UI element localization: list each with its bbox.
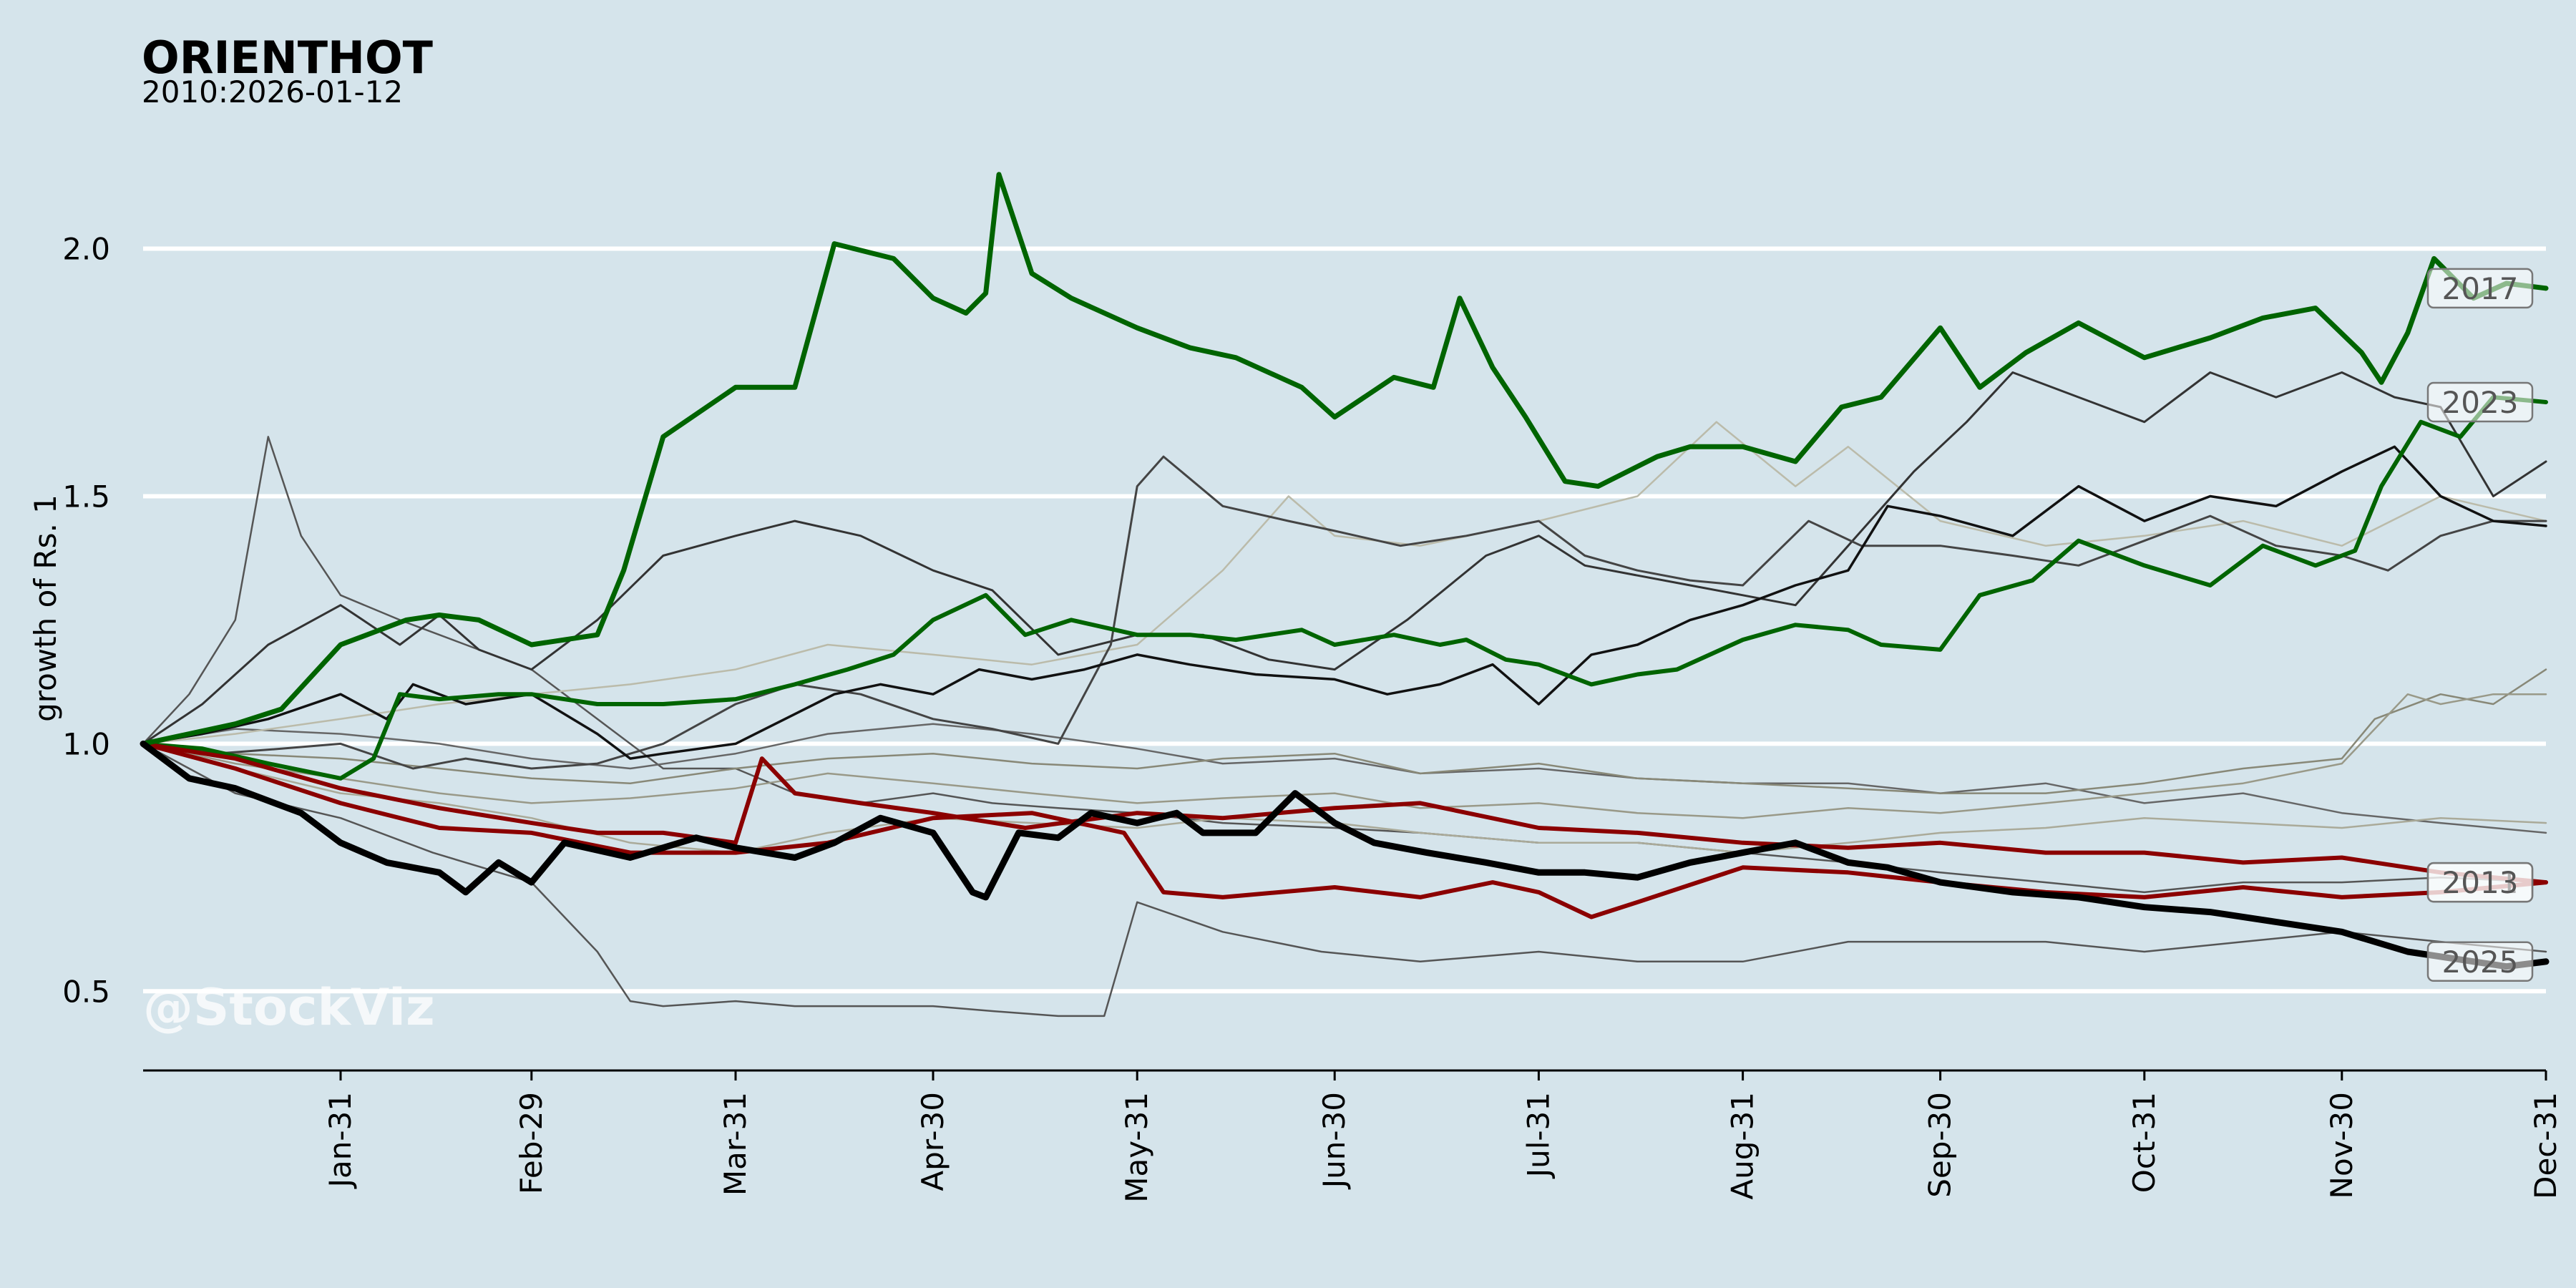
series-label: 2023	[2442, 385, 2519, 420]
y-tick-label: 1.5	[62, 479, 110, 514]
series-line	[141, 395, 2548, 781]
series-label-box	[2426, 941, 2534, 982]
series-label-box	[2426, 381, 2534, 423]
x-tick-label: Oct-31	[2127, 1092, 2162, 1193]
x-tick-label: Dec-31	[2528, 1092, 2563, 1199]
watermark: @StockViz	[143, 978, 435, 1037]
x-tick-label: Jul-31	[1521, 1092, 1556, 1179]
x-axis: Jan-31 Feb-29 Mar-31 Apr-30 May-31 Jun-30 Jul-…	[143, 1069, 2563, 1203]
x-tick-label: Feb-29	[514, 1092, 549, 1194]
x-tick-label: Nov-30	[2324, 1092, 2359, 1199]
series-label: 2013	[2442, 865, 2519, 900]
series-lines	[140, 172, 2550, 1018]
series-line	[142, 668, 2547, 794]
series-line	[142, 421, 2547, 745]
y-axis-label: growth of Rs. 1	[28, 494, 63, 722]
x-tick-label: Jan-31	[323, 1092, 358, 1189]
series-label-box	[2426, 268, 2534, 309]
series-line	[142, 723, 2547, 834]
grid-lines	[143, 246, 2546, 994]
x-tick-label: Sep-30	[1923, 1092, 1958, 1198]
series-label: 2017	[2442, 271, 2519, 306]
y-tick-label: 1.0	[62, 726, 110, 761]
series-label: 2025	[2442, 945, 2519, 980]
series-line	[142, 455, 2547, 770]
series-line	[142, 693, 2547, 819]
series-line	[142, 371, 2547, 745]
x-tick-label: Jun-30	[1317, 1092, 1352, 1190]
series-labels: 20172023201120132025	[2426, 268, 2534, 982]
x-tick-label: May-31	[1119, 1092, 1154, 1203]
series-line	[140, 172, 2549, 746]
series-line	[142, 436, 2547, 894]
series-line	[142, 445, 2547, 760]
chart-title: ORIENTHOT	[142, 31, 433, 84]
y-axis: 0.5 1.0 1.5 2.0	[62, 232, 110, 1010]
x-tick-label: Apr-30	[915, 1092, 950, 1191]
series-line	[140, 740, 2550, 970]
series-line	[142, 743, 2547, 1018]
series-line	[141, 741, 2548, 919]
series-label-box	[2426, 862, 2534, 903]
y-tick-label: 2.0	[62, 232, 110, 267]
x-tick-label: Mar-31	[718, 1092, 753, 1196]
x-tick-label: Aug-31	[1725, 1092, 1760, 1200]
chart-subtitle: 2010:2026-01-12	[142, 74, 404, 109]
y-tick-label: 0.5	[62, 974, 110, 1009]
